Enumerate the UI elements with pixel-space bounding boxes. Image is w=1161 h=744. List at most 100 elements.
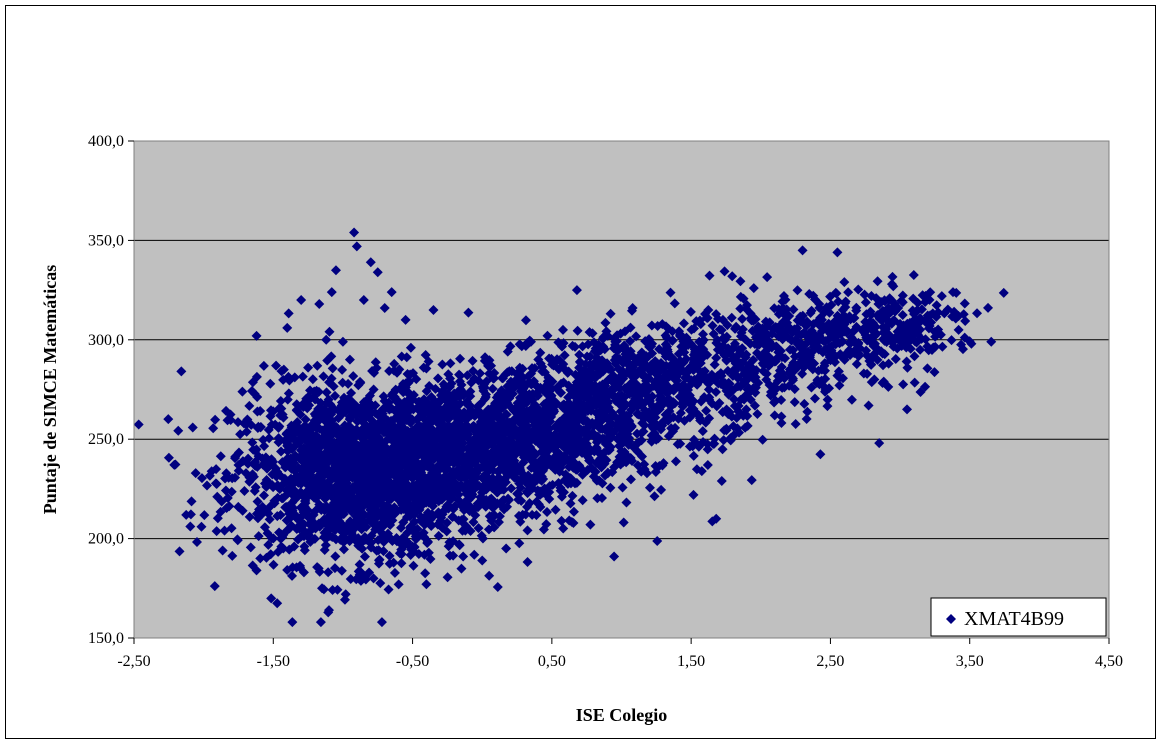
data-point [652, 358, 663, 369]
data-point [315, 617, 326, 628]
data-point [505, 386, 516, 397]
data-point [493, 465, 504, 476]
data-point [221, 405, 232, 416]
data-point [622, 367, 633, 378]
data-point [332, 449, 343, 460]
data-point [522, 525, 533, 536]
data-point [343, 378, 354, 389]
data-point [667, 365, 678, 376]
data-point [383, 584, 394, 595]
data-point [235, 429, 246, 440]
data-point [181, 509, 192, 520]
data-point [702, 444, 713, 455]
data-point [262, 463, 273, 474]
data-point [360, 424, 371, 435]
data-point [820, 323, 831, 334]
data-point [909, 377, 920, 388]
data-point [405, 521, 416, 532]
data-point [247, 469, 258, 480]
data-point [232, 534, 243, 545]
data-point [501, 409, 512, 420]
data-point [802, 316, 813, 327]
data-point [535, 347, 546, 358]
data-point [305, 469, 316, 480]
data-point [761, 354, 772, 365]
data-point [421, 428, 432, 439]
data-point [373, 545, 384, 556]
x-axis-ticks: -2,50 -1,50 -0,50 0,50 1,50 2,50 3,50 4,50 [117, 638, 1123, 670]
data-point [597, 478, 608, 489]
data-point [669, 298, 680, 309]
data-point [298, 567, 309, 578]
data-point [688, 450, 699, 461]
data-point [519, 396, 530, 407]
data-point [337, 364, 348, 375]
data-point [294, 520, 305, 531]
data-point [251, 330, 262, 341]
data-point [563, 392, 574, 403]
data-point [870, 338, 880, 349]
data-point [247, 377, 258, 388]
data-point [370, 495, 381, 506]
data-point [682, 365, 693, 376]
data-point [292, 512, 303, 523]
data-point [669, 374, 680, 385]
data-point [700, 417, 711, 428]
data-point [354, 559, 365, 570]
data-point [471, 446, 482, 457]
y-tick-label: 400,0 [88, 133, 124, 150]
data-point [567, 340, 578, 351]
data-point [371, 425, 382, 436]
data-point [309, 453, 320, 464]
data-point [440, 443, 451, 454]
data-point [492, 498, 503, 509]
data-point [445, 358, 456, 369]
data-point [468, 517, 479, 528]
data-point [466, 377, 477, 388]
data-point [221, 468, 232, 479]
data-point [359, 551, 370, 562]
data-point [455, 353, 466, 364]
data-point [732, 381, 743, 392]
data-point [296, 444, 307, 455]
data-point [591, 458, 602, 469]
data-point [581, 423, 592, 434]
data-point [696, 396, 707, 407]
data-point [287, 570, 298, 581]
data-point [770, 395, 781, 406]
data-point [832, 247, 843, 258]
data-point [558, 338, 569, 349]
data-point [556, 515, 567, 526]
data-point [190, 468, 201, 479]
data-point [658, 458, 669, 469]
data-point [873, 311, 884, 322]
data-point [288, 502, 299, 513]
data-point [225, 415, 236, 426]
data-point [354, 569, 365, 580]
data-point [776, 352, 787, 363]
data-point [557, 457, 568, 468]
data-point [717, 314, 728, 325]
data-point [804, 360, 815, 371]
y-tick-label: 250,0 [88, 431, 124, 448]
data-point [513, 437, 524, 448]
data-point [538, 438, 549, 449]
data-point [574, 439, 585, 450]
data-point [609, 551, 620, 562]
data-point [670, 456, 681, 467]
data-point [520, 341, 531, 352]
data-point [163, 452, 174, 463]
data-point [549, 406, 560, 417]
data-point [769, 410, 780, 421]
data-point [563, 426, 574, 437]
data-point [365, 257, 376, 268]
data-point [524, 389, 535, 400]
data-point [639, 459, 650, 470]
data-point [424, 381, 435, 392]
data-point [295, 487, 306, 498]
data-point [334, 515, 345, 526]
data-point [283, 308, 294, 319]
data-point [253, 421, 264, 432]
data-point [738, 410, 749, 421]
data-point [562, 416, 573, 427]
